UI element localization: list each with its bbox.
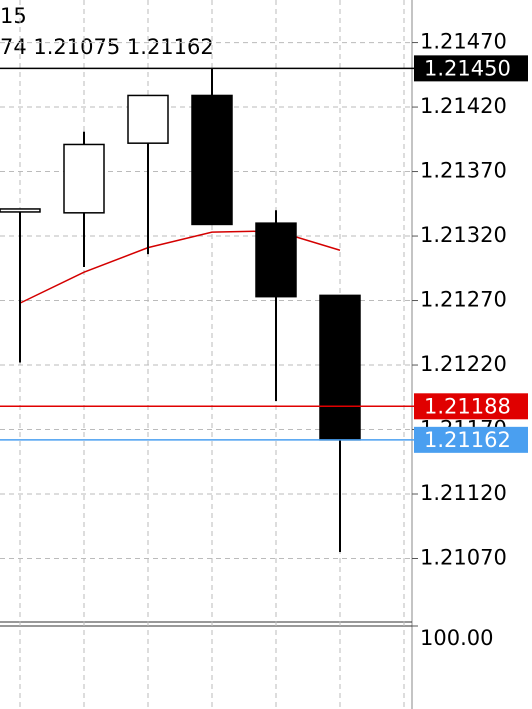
y-tick-label: 1.21470 <box>420 30 507 54</box>
y-tick-label: 1.21320 <box>420 223 507 247</box>
y-tick-label: 1.21220 <box>420 352 507 376</box>
price-label: 1.21450 <box>424 56 511 80</box>
price-label-box <box>414 393 528 420</box>
price-label: 1.21188 <box>424 394 511 418</box>
candle-body <box>319 294 361 441</box>
header-period: 15 <box>0 4 27 28</box>
header-ohlc: 74 1.21075 1.21162 <box>0 35 214 59</box>
y-tick-label: 1.21070 <box>420 546 507 570</box>
price-label: 1.21162 <box>424 428 511 452</box>
candle-body <box>0 208 41 213</box>
y-tick-label: 1.21270 <box>420 288 507 312</box>
y-tick-label: 1.21370 <box>420 159 507 183</box>
y-tick-label: 1.21420 <box>420 94 507 118</box>
y-tick-label: 1.21120 <box>420 481 507 505</box>
candle-body <box>255 222 297 298</box>
candle-body <box>63 143 105 214</box>
candle-body <box>127 94 169 144</box>
y-tick-label: 100.00 <box>420 626 493 650</box>
price-label-box <box>414 55 528 82</box>
candle-body <box>191 94 233 226</box>
price-label-box <box>414 426 528 453</box>
